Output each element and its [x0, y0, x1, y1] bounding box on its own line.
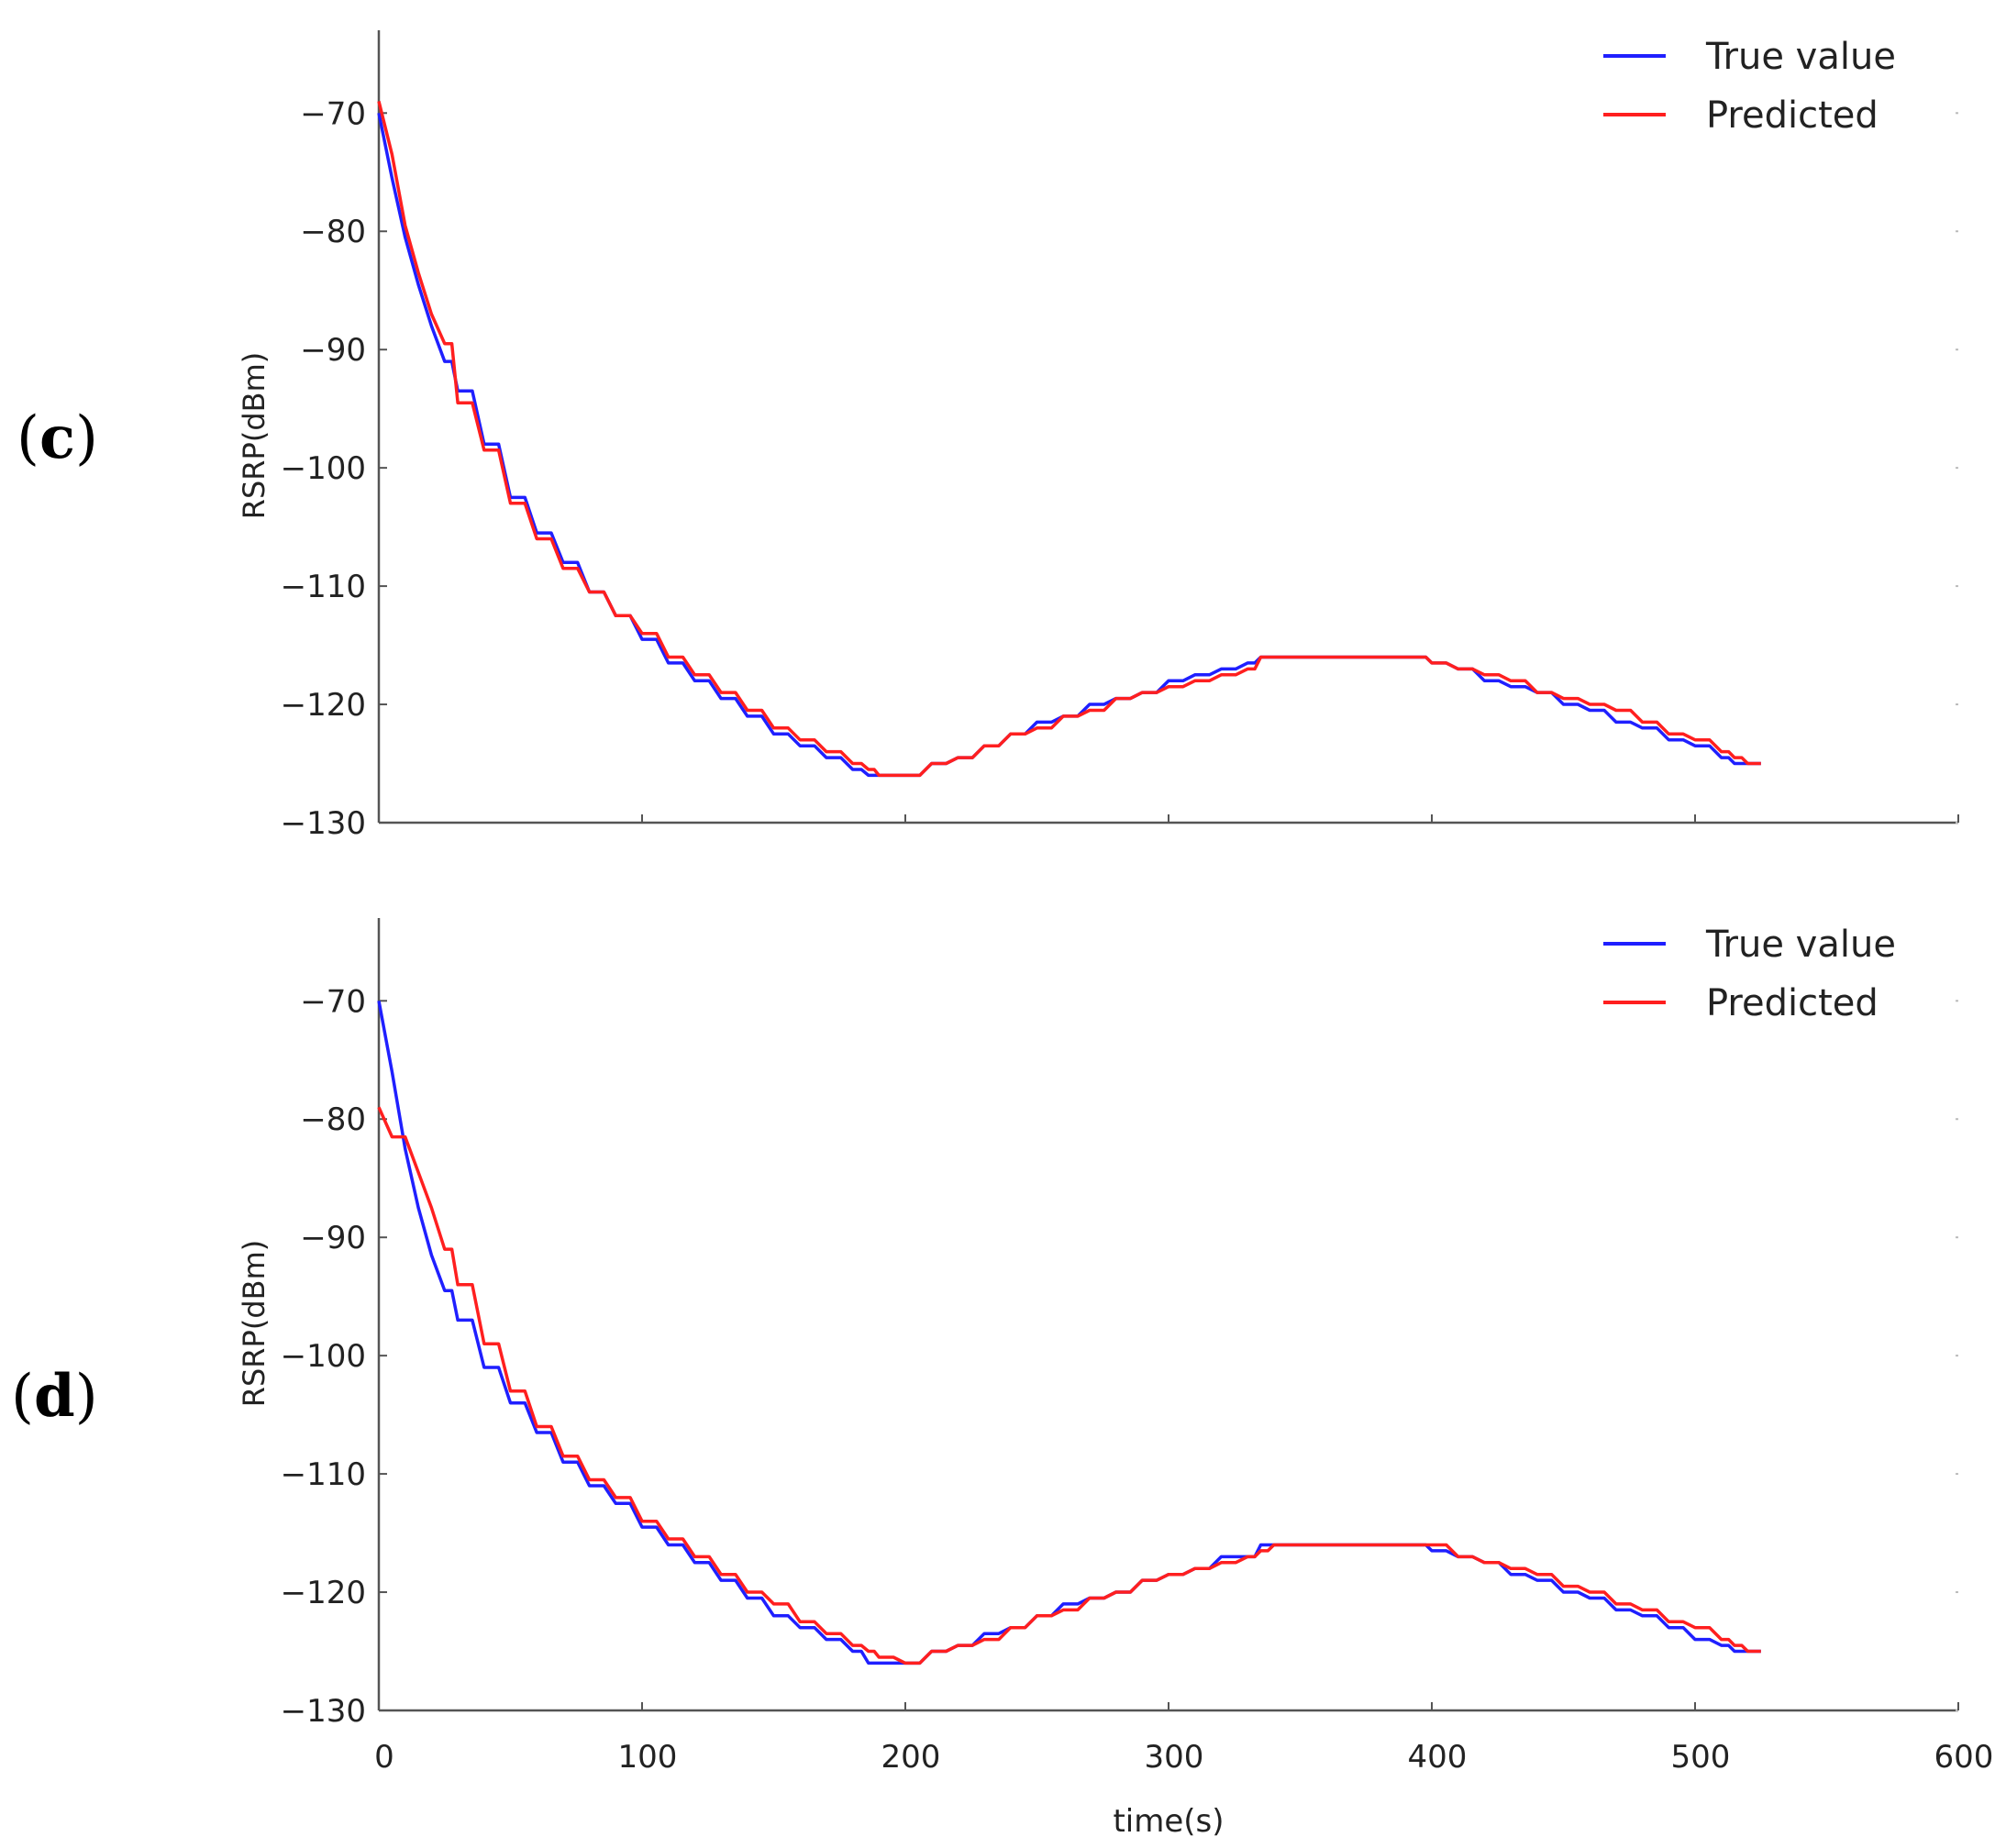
chart-c: −70 −80 −90 −100 −110 −120 −130 RSRP(dBm) True v…	[237, 30, 1959, 842]
y-tick-label-d: −70	[300, 983, 366, 1020]
legend-label-predicted-d: Predicted	[1706, 982, 1879, 1024]
series-line-true-value-c	[377, 112, 1761, 778]
y-axis-label-c: RSRP(dBm)	[237, 352, 272, 519]
y-tick-label-c: −90	[300, 332, 366, 369]
y-tick-label-c: −70	[300, 95, 366, 132]
legend-label-true-value-c: True value	[1705, 36, 1896, 78]
series-line-predicted-c	[377, 100, 1761, 778]
y-tick-label-d: −90	[300, 1220, 366, 1256]
x-tick-label-d: 600	[1934, 1739, 1994, 1776]
y-tick-label-d: −100	[281, 1338, 366, 1375]
panel-label-d-open: (	[11, 1363, 34, 1431]
x-tick-label-d: 100	[618, 1739, 678, 1776]
x-tick-label-d: 200	[881, 1739, 941, 1776]
y-tick-label-c: −80	[300, 214, 366, 250]
legend-label-predicted-c: Predicted	[1706, 94, 1879, 137]
panel-label-c-open: (	[17, 404, 39, 472]
x-tick-label-d: 0	[374, 1739, 394, 1776]
y-tick-label-d: −130	[281, 1693, 366, 1730]
legend-label-true-value-d: True value	[1705, 924, 1896, 966]
series-line-true-value-d	[377, 1000, 1761, 1665]
panel-label-c-close: )	[74, 404, 98, 472]
y-axis-label-d: RSRP(dBm)	[237, 1240, 272, 1407]
y-tick-label-c: −110	[281, 569, 366, 605]
panel-label-c: (c)	[17, 404, 98, 472]
panel-label-d-close: )	[74, 1363, 98, 1431]
panel-label-d-letter: d	[33, 1362, 75, 1431]
x-tick-label-d: 300	[1145, 1739, 1204, 1776]
series-line-predicted-d	[377, 1106, 1761, 1665]
y-tick-label-c: −120	[281, 687, 366, 724]
panel-label-c-letter: c	[39, 404, 75, 472]
x-tick-label-d: 400	[1408, 1739, 1468, 1776]
y-tick-label-d: −120	[281, 1575, 366, 1611]
x-tick-label-d: 500	[1671, 1739, 1731, 1776]
x-axis-label-d: time(s)	[1113, 1803, 1224, 1840]
y-tick-label-c: −130	[281, 805, 366, 842]
y-tick-label-c: −100	[281, 450, 366, 487]
y-tick-label-d: −80	[300, 1101, 366, 1138]
y-tick-label-d: −110	[281, 1456, 366, 1493]
panel-label-d: (d)	[11, 1362, 98, 1431]
